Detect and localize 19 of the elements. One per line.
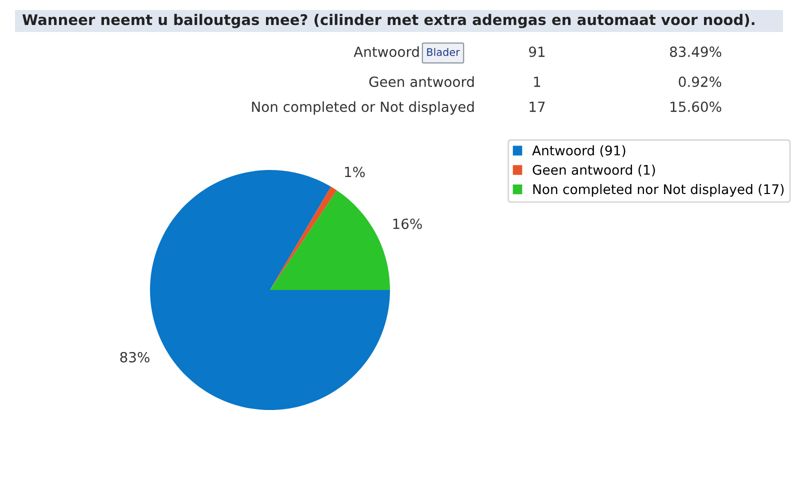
text: Blader <box>427 48 460 56</box>
legend-label: Antwoord (91) <box>532 145 626 158</box>
data-label: 1% <box>345 166 365 178</box>
chart-title: Wanneer neemt u bailoutgas mee? (cilinder met extra ademgas en automaat voor nood). <box>22 14 754 28</box>
pie-slice <box>270 186 337 290</box>
data-label: 83% <box>120 352 150 362</box>
pie-slice <box>270 190 390 290</box>
text: 1 <box>534 76 540 87</box>
text: 15.60% <box>670 102 722 112</box>
text: 0.92% <box>678 76 722 88</box>
text: Non completed or Not displayed <box>252 101 474 115</box>
legend-label: Geen antwoord (1) <box>532 164 655 176</box>
text: 83.49% <box>670 46 722 58</box>
legend-label: Non completed nor Not displayed (17) <box>533 184 784 197</box>
data-label: 16% <box>393 218 422 230</box>
text: Geen antwoord <box>369 76 474 88</box>
text: 91 <box>529 46 545 58</box>
text: Antwoord <box>354 46 419 58</box>
text: 17 <box>530 102 545 112</box>
